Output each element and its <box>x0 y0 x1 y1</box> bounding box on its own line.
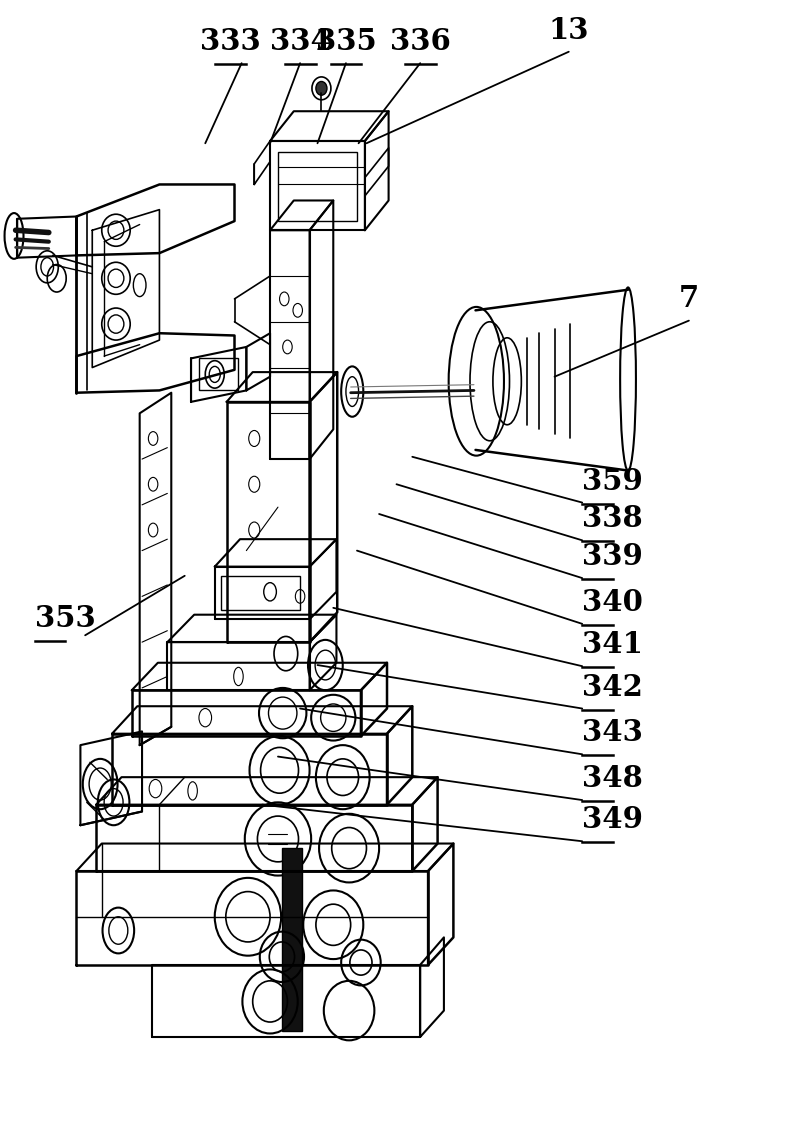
Text: 340: 340 <box>582 588 643 617</box>
Text: 349: 349 <box>582 805 643 834</box>
Text: 7: 7 <box>679 283 699 313</box>
Text: 342: 342 <box>582 672 643 702</box>
Bar <box>282 848 302 1031</box>
Text: 341: 341 <box>582 631 643 660</box>
Text: 333: 333 <box>200 28 261 56</box>
Bar <box>278 153 357 221</box>
Text: 348: 348 <box>582 764 643 794</box>
Text: 359: 359 <box>582 467 643 496</box>
Ellipse shape <box>316 81 327 95</box>
Bar <box>221 576 300 610</box>
Text: 334: 334 <box>270 28 331 56</box>
Text: 353: 353 <box>35 604 95 633</box>
Text: 335: 335 <box>316 28 377 56</box>
Text: 336: 336 <box>390 28 450 56</box>
Text: 13: 13 <box>549 16 589 45</box>
Bar <box>199 358 239 390</box>
Text: 343: 343 <box>582 718 643 748</box>
Text: 338: 338 <box>582 505 643 533</box>
Text: 339: 339 <box>582 543 643 571</box>
